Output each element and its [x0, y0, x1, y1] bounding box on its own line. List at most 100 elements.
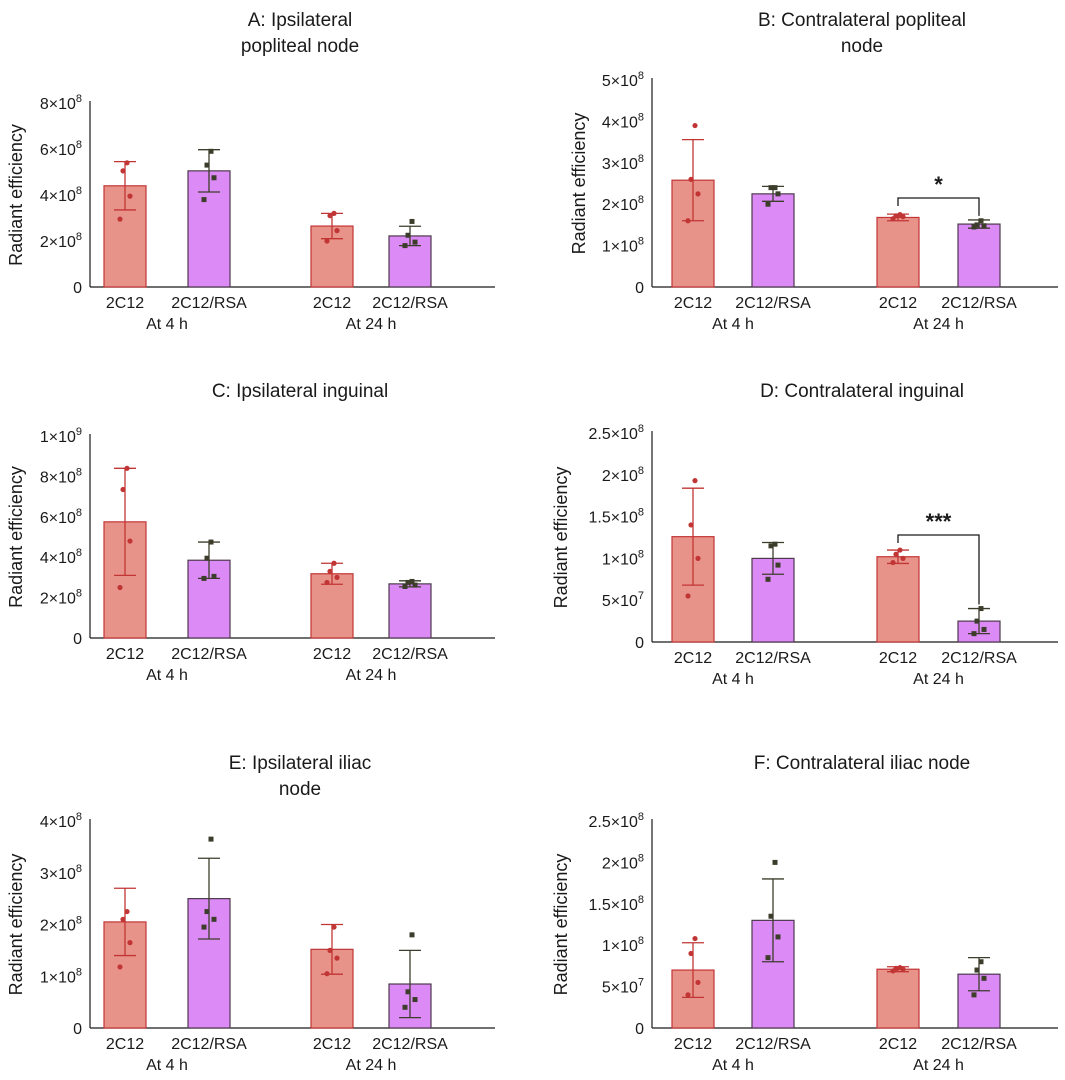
panel-a-point [120, 168, 126, 174]
panel-b-point [981, 223, 987, 229]
panel-e-title-line-2: node [279, 779, 321, 800]
panel-f-category-label-2: 2C12/RSA [735, 1036, 811, 1053]
panel-c-title-line-1: C: Ipsilateral inguinal [212, 381, 388, 402]
panel-e-category-label-3: 2C12 [313, 1036, 351, 1053]
panel-a-title-line-1: A: Ipsilateral [248, 10, 353, 31]
panel-a-point [208, 148, 214, 154]
y-tick-exponent: 8 [638, 423, 644, 435]
y-tick-exponent: 8 [76, 547, 82, 559]
panel-c-y-tick-label: 2×108 [40, 588, 82, 608]
panel-b-significance-bracket [897, 197, 980, 216]
panel-f-point [688, 950, 694, 957]
panel-b-y-tick-label: 1×108 [602, 236, 644, 256]
panel-e-point [402, 1004, 408, 1010]
panel-f-point [897, 964, 903, 971]
y-tick-exponent: 8 [638, 70, 644, 82]
panel-f-y-tick-label: 1.5×108 [588, 894, 644, 914]
y-tick-exponent: 8 [76, 811, 82, 823]
y-tick-mantissa: 3×10 [40, 866, 76, 883]
panel-d-point [765, 576, 771, 582]
panel-d-significance-bracket [897, 534, 980, 605]
panel-a-y-tick-label: 0 [73, 280, 82, 297]
panel-b-bar-4 [957, 223, 1001, 288]
panel-d-point [971, 631, 977, 637]
panel-a-point [211, 175, 217, 181]
y-tick-mantissa: 2×10 [40, 234, 76, 251]
panel-a-group-label-1: At 4 h [146, 316, 188, 333]
panel-f-point [974, 967, 980, 973]
panel-d-point [685, 593, 691, 599]
panel-e-y-tick-label: 1×108 [40, 966, 82, 986]
panel-c-point [402, 583, 408, 589]
y-tick-mantissa: 2.5×10 [588, 814, 637, 831]
panel-d-point [768, 543, 774, 549]
panel-f-y-tick-label: 2.5×108 [588, 811, 644, 831]
y-tick-mantissa: 4×10 [40, 188, 76, 205]
y-tick-exponent: 8 [638, 548, 644, 560]
panel-b-point [893, 213, 899, 219]
y-tick-mantissa: 5×10 [602, 593, 638, 610]
panel-d-bar-3 [876, 556, 920, 643]
panel-d-point [978, 606, 984, 612]
panel-f-point [971, 992, 977, 998]
y-tick-mantissa: 1×10 [602, 239, 638, 256]
panel-f-point [685, 992, 691, 998]
panel-c-point [211, 573, 217, 579]
y-tick-exponent: 8 [76, 139, 82, 151]
y-tick-exponent: 7 [638, 590, 644, 602]
panel-b-y-tick-label: 0 [635, 280, 644, 297]
panel-c-y-tick-label: 8×108 [40, 466, 82, 486]
y-tick-mantissa: 1×10 [602, 551, 638, 568]
y-tick-mantissa: 5×10 [602, 980, 638, 997]
panel-e-title-line-1: E: Ipsilateral iliac [229, 753, 372, 774]
y-tick-exponent: 8 [638, 852, 644, 864]
panel-e-point [127, 940, 133, 946]
panel-f-y-tick-label: 5×107 [602, 977, 644, 997]
panel-b-y-tick-label: 4×108 [602, 111, 644, 131]
panel-b-significance-label: * [934, 172, 943, 197]
panel-e-point [334, 955, 340, 961]
y-tick-mantissa: 6×10 [40, 510, 76, 527]
panel-f-point [765, 955, 771, 961]
panel-f-y-tick-label: 0 [635, 1021, 644, 1038]
panel-a-title-line-2: popliteal node [241, 36, 359, 57]
panel-a-point [331, 210, 337, 216]
panel-d-point [900, 555, 906, 562]
y-tick-exponent: 8 [76, 231, 82, 243]
panel-b: B: Contralateral popliteal node Radiant ef… [569, 10, 1058, 333]
y-tick-exponent: 8 [638, 153, 644, 165]
y-tick-mantissa: 0 [635, 635, 644, 652]
y-tick-mantissa: 2×10 [40, 918, 76, 935]
panel-b-point [775, 191, 781, 197]
panel-b-bar-2 [751, 193, 795, 288]
y-tick-exponent: 8 [76, 863, 82, 875]
panel-f-title-line-1: F: Contralateral iliac node [754, 753, 971, 774]
panel-a-point [124, 160, 130, 166]
y-tick-exponent: 8 [638, 507, 644, 519]
panel-d-point [772, 541, 778, 547]
panel-f-point [978, 959, 984, 965]
y-tick-exponent: 8 [76, 93, 82, 105]
panel-d-y-axis-label: Radiant efficiency [551, 467, 571, 609]
panel-f-point [775, 934, 781, 940]
panel-a-group-label-2: At 24 h [346, 316, 397, 333]
y-tick-mantissa: 4×10 [602, 114, 638, 131]
y-tick-exponent: 8 [638, 935, 644, 947]
panel-e: E: Ipsilateral iliac node Radiant efficien… [6, 753, 495, 1074]
y-tick-exponent: 8 [76, 966, 82, 978]
y-tick-mantissa: 0 [73, 1021, 82, 1038]
panel-c-group-label-1: At 4 h [146, 667, 188, 684]
panel-f-category-label-3: 2C12 [879, 1036, 917, 1053]
panel-f: F: Contralateral iliac node Radiant effic… [551, 753, 1058, 1074]
y-tick-mantissa: 5×10 [602, 73, 638, 90]
panel-c-point [412, 582, 418, 588]
panel-c-point [201, 575, 207, 581]
panel-c-category-label-1: 2C12 [106, 646, 144, 663]
panel-d-point [893, 551, 899, 557]
y-tick-exponent: 9 [76, 426, 82, 438]
panel-a-point [327, 213, 333, 219]
panel-c-point [127, 538, 133, 544]
panel-b-point [765, 201, 771, 207]
panel-c-point [409, 578, 415, 584]
